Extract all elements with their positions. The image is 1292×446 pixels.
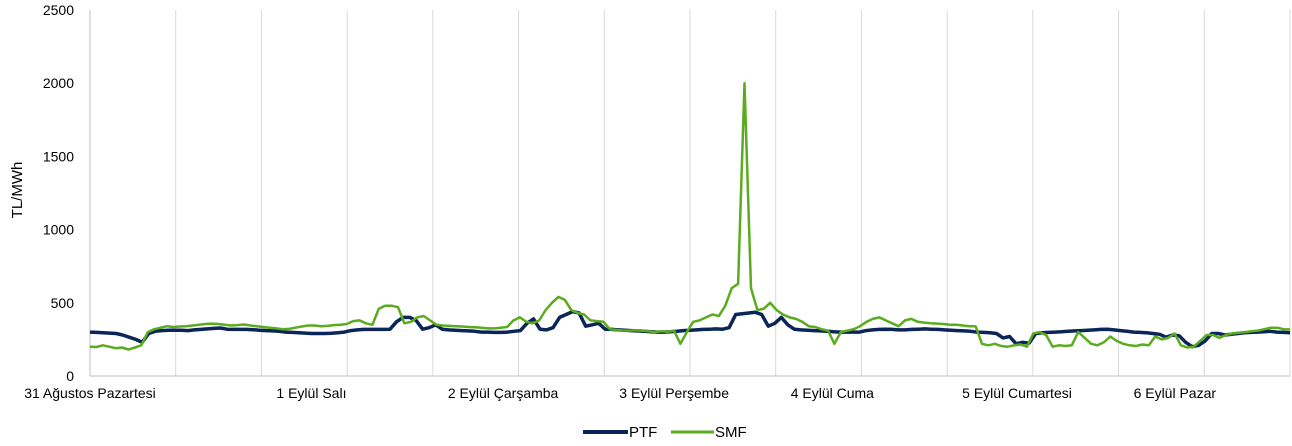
x-tick-labels: 31 Ağustos Pazartesi 1 Eylül Salı 2 Eylül … [24,385,1216,401]
y-tick-label: 2500 [43,2,74,18]
y-tick-labels: 0 500 1000 1500 2000 2500 [43,2,74,384]
series-lines [89,81,1291,351]
x-tick-label: 31 Ağustos Pazartesi [24,385,156,401]
x-tick-label: 1 Eylül Salı [276,385,346,401]
legend-label-ptf: PTF [629,424,657,441]
x-tick-label: 5 Eylül Cumartesi [962,385,1072,401]
y-tick-label: 500 [51,295,75,311]
y-axis-title: TL/MWh [9,162,26,219]
legend: PTF SMF [583,424,747,441]
series-line-smf [89,81,1291,351]
x-tick-label: 6 Eylül Pazar [1134,385,1217,401]
y-tick-label: 2000 [43,75,74,91]
legend-label-smf: SMF [715,424,747,441]
x-tick-label: 3 Eylül Perşembe [619,385,729,401]
axes [89,10,1290,377]
y-tick-label: 1500 [43,148,74,164]
x-tick-label: 2 Eylül Çarşamba [448,385,559,401]
y-tick-label: 1000 [43,222,74,238]
y-tick-label: 0 [66,368,74,384]
grid-lines [175,10,1291,376]
x-tick-label: 4 Eylül Cuma [791,385,874,401]
series-line-ptf [89,309,1291,349]
